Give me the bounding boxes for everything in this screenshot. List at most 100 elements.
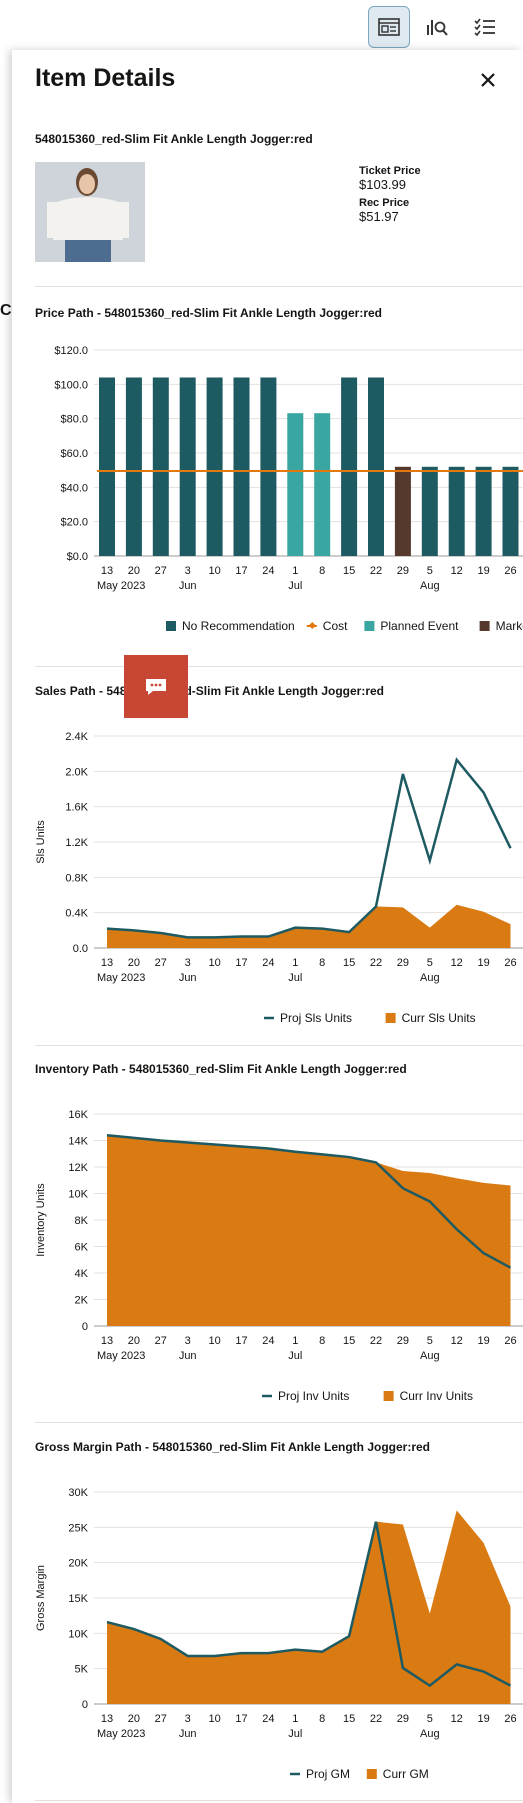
ticket-price-value: $103.99: [359, 177, 406, 192]
price-bar: [99, 377, 115, 556]
x-tick-label: 8: [319, 1713, 325, 1725]
y-tick-label: 4K: [75, 1268, 89, 1280]
x-tick-label: 27: [155, 957, 167, 969]
divider: [35, 286, 523, 287]
ticket-price-label: Ticket Price: [359, 165, 421, 177]
y-tick-label: 15K: [68, 1593, 88, 1605]
x-tick-label: 12: [451, 957, 463, 969]
month-label: Jun: [179, 1728, 197, 1740]
y-tick-label: $20.0: [60, 517, 88, 529]
x-tick-label: 3: [185, 1335, 191, 1347]
month-label: May 2023: [97, 972, 145, 984]
x-tick-label: 13: [101, 565, 113, 577]
x-tick-label: 17: [235, 1713, 247, 1725]
checklist-icon: [474, 18, 495, 36]
y-tick-label: $80.0: [60, 414, 88, 426]
divider: [35, 1422, 523, 1423]
y-tick-label: 0.8K: [65, 872, 88, 884]
x-tick-label: 26: [504, 565, 516, 577]
x-tick-label: 29: [397, 1335, 409, 1347]
legend-marker: [364, 621, 375, 631]
price-info: Ticket Price $103.99 Rec Price $51.97: [359, 165, 421, 229]
x-tick-label: 24: [262, 1335, 274, 1347]
y-tick-label: 5K: [75, 1664, 89, 1676]
x-tick-label: 12: [451, 565, 463, 577]
y-tick-label: 25K: [68, 1522, 88, 1534]
chart-search-button[interactable]: [416, 6, 458, 48]
month-label: Jul: [288, 1728, 302, 1740]
x-tick-label: 3: [185, 957, 191, 969]
y-axis-label: Sls Units: [35, 820, 47, 864]
rec-price-value: $51.97: [359, 209, 399, 224]
panel-title: Item Details: [35, 64, 176, 92]
month-label: Jul: [288, 972, 302, 984]
legend-marker: [366, 1769, 377, 1779]
month-label: Jul: [288, 580, 302, 592]
sales-path-title: Sales Path - 548015360_red-Slim Fit Ankl…: [35, 684, 385, 698]
price-bar: [394, 466, 411, 556]
x-tick-label: 27: [155, 1335, 167, 1347]
y-tick-label: 8K: [75, 1215, 89, 1227]
details-view-button[interactable]: [368, 6, 410, 48]
x-tick-label: 5: [427, 565, 433, 577]
y-tick-label: 0.4K: [65, 908, 88, 920]
x-tick-label: 20: [128, 565, 140, 577]
x-tick-label: 12: [451, 1713, 463, 1725]
gross-margin-path-chart: 0 5K 10K 15K 20K 25K 30K 13 20 27 3 10 17 24 1 8 15 22 29 5…: [35, 1487, 523, 1781]
x-tick-label: 22: [370, 1713, 382, 1725]
x-tick-label: 8: [319, 565, 325, 577]
x-tick-label: 17: [235, 565, 247, 577]
month-label: Aug: [420, 972, 440, 984]
x-tick-label: 13: [101, 1335, 113, 1347]
item-name: 548015360_red-Slim Fit Ankle Length Jogg…: [35, 132, 313, 146]
y-tick-label: 0: [82, 1699, 88, 1711]
x-tick-label: 22: [370, 957, 382, 969]
divider: [35, 1800, 523, 1801]
month-label: May 2023: [97, 580, 145, 592]
legend-label: Proj Inv Units: [278, 1389, 349, 1403]
area-series: [107, 1510, 511, 1704]
area-series: [107, 1135, 511, 1326]
x-tick-label: 26: [504, 1335, 516, 1347]
month-label: Jul: [288, 1350, 302, 1362]
month-label: Aug: [420, 580, 440, 592]
y-tick-label: $100.0: [54, 379, 88, 391]
price-bar: [152, 377, 169, 556]
x-tick-label: 26: [504, 957, 516, 969]
line-series: [106, 1133, 512, 1269]
close-button[interactable]: [474, 66, 502, 94]
x-tick-label: 10: [208, 1335, 220, 1347]
month-label: Jun: [179, 580, 197, 592]
price-bar: [206, 377, 223, 556]
comment-button[interactable]: [124, 655, 188, 718]
line-series: [106, 1521, 512, 1688]
x-tick-label: 15: [343, 1713, 355, 1725]
y-tick-label: 6K: [75, 1242, 89, 1254]
line-series: [106, 757, 512, 939]
legend-marker: [166, 621, 176, 631]
legend-label: Curr Sls Units: [402, 1011, 476, 1025]
checklist-button[interactable]: [464, 6, 506, 48]
x-tick-label: 13: [101, 1713, 113, 1725]
legend-label: Proj GM: [306, 1767, 350, 1781]
legend-marker: [479, 621, 490, 631]
x-tick-label: 5: [427, 1713, 433, 1725]
y-tick-label: 16K: [68, 1109, 88, 1121]
x-tick-label: 26: [504, 1713, 516, 1725]
legend-label: Planned Event: [380, 619, 459, 633]
top-toolbar: [0, 0, 523, 50]
x-tick-label: 15: [343, 957, 355, 969]
y-tick-label: $120.0: [54, 345, 88, 357]
y-tick-label: 10K: [68, 1628, 88, 1640]
price-bar: [125, 377, 142, 556]
chat-bubble-icon: [146, 678, 166, 695]
y-tick-label: 10K: [68, 1189, 88, 1201]
x-tick-label: 24: [262, 565, 274, 577]
inventory-path-title: Inventory Path - 548015360_red-Slim Fit …: [35, 1062, 407, 1076]
x-tick-label: 1: [292, 957, 298, 969]
x-tick-label: 20: [128, 1713, 140, 1725]
divider: [35, 1045, 523, 1046]
x-tick-label: 22: [370, 565, 382, 577]
y-tick-label: 2K: [75, 1295, 89, 1307]
area-series: [107, 904, 511, 948]
